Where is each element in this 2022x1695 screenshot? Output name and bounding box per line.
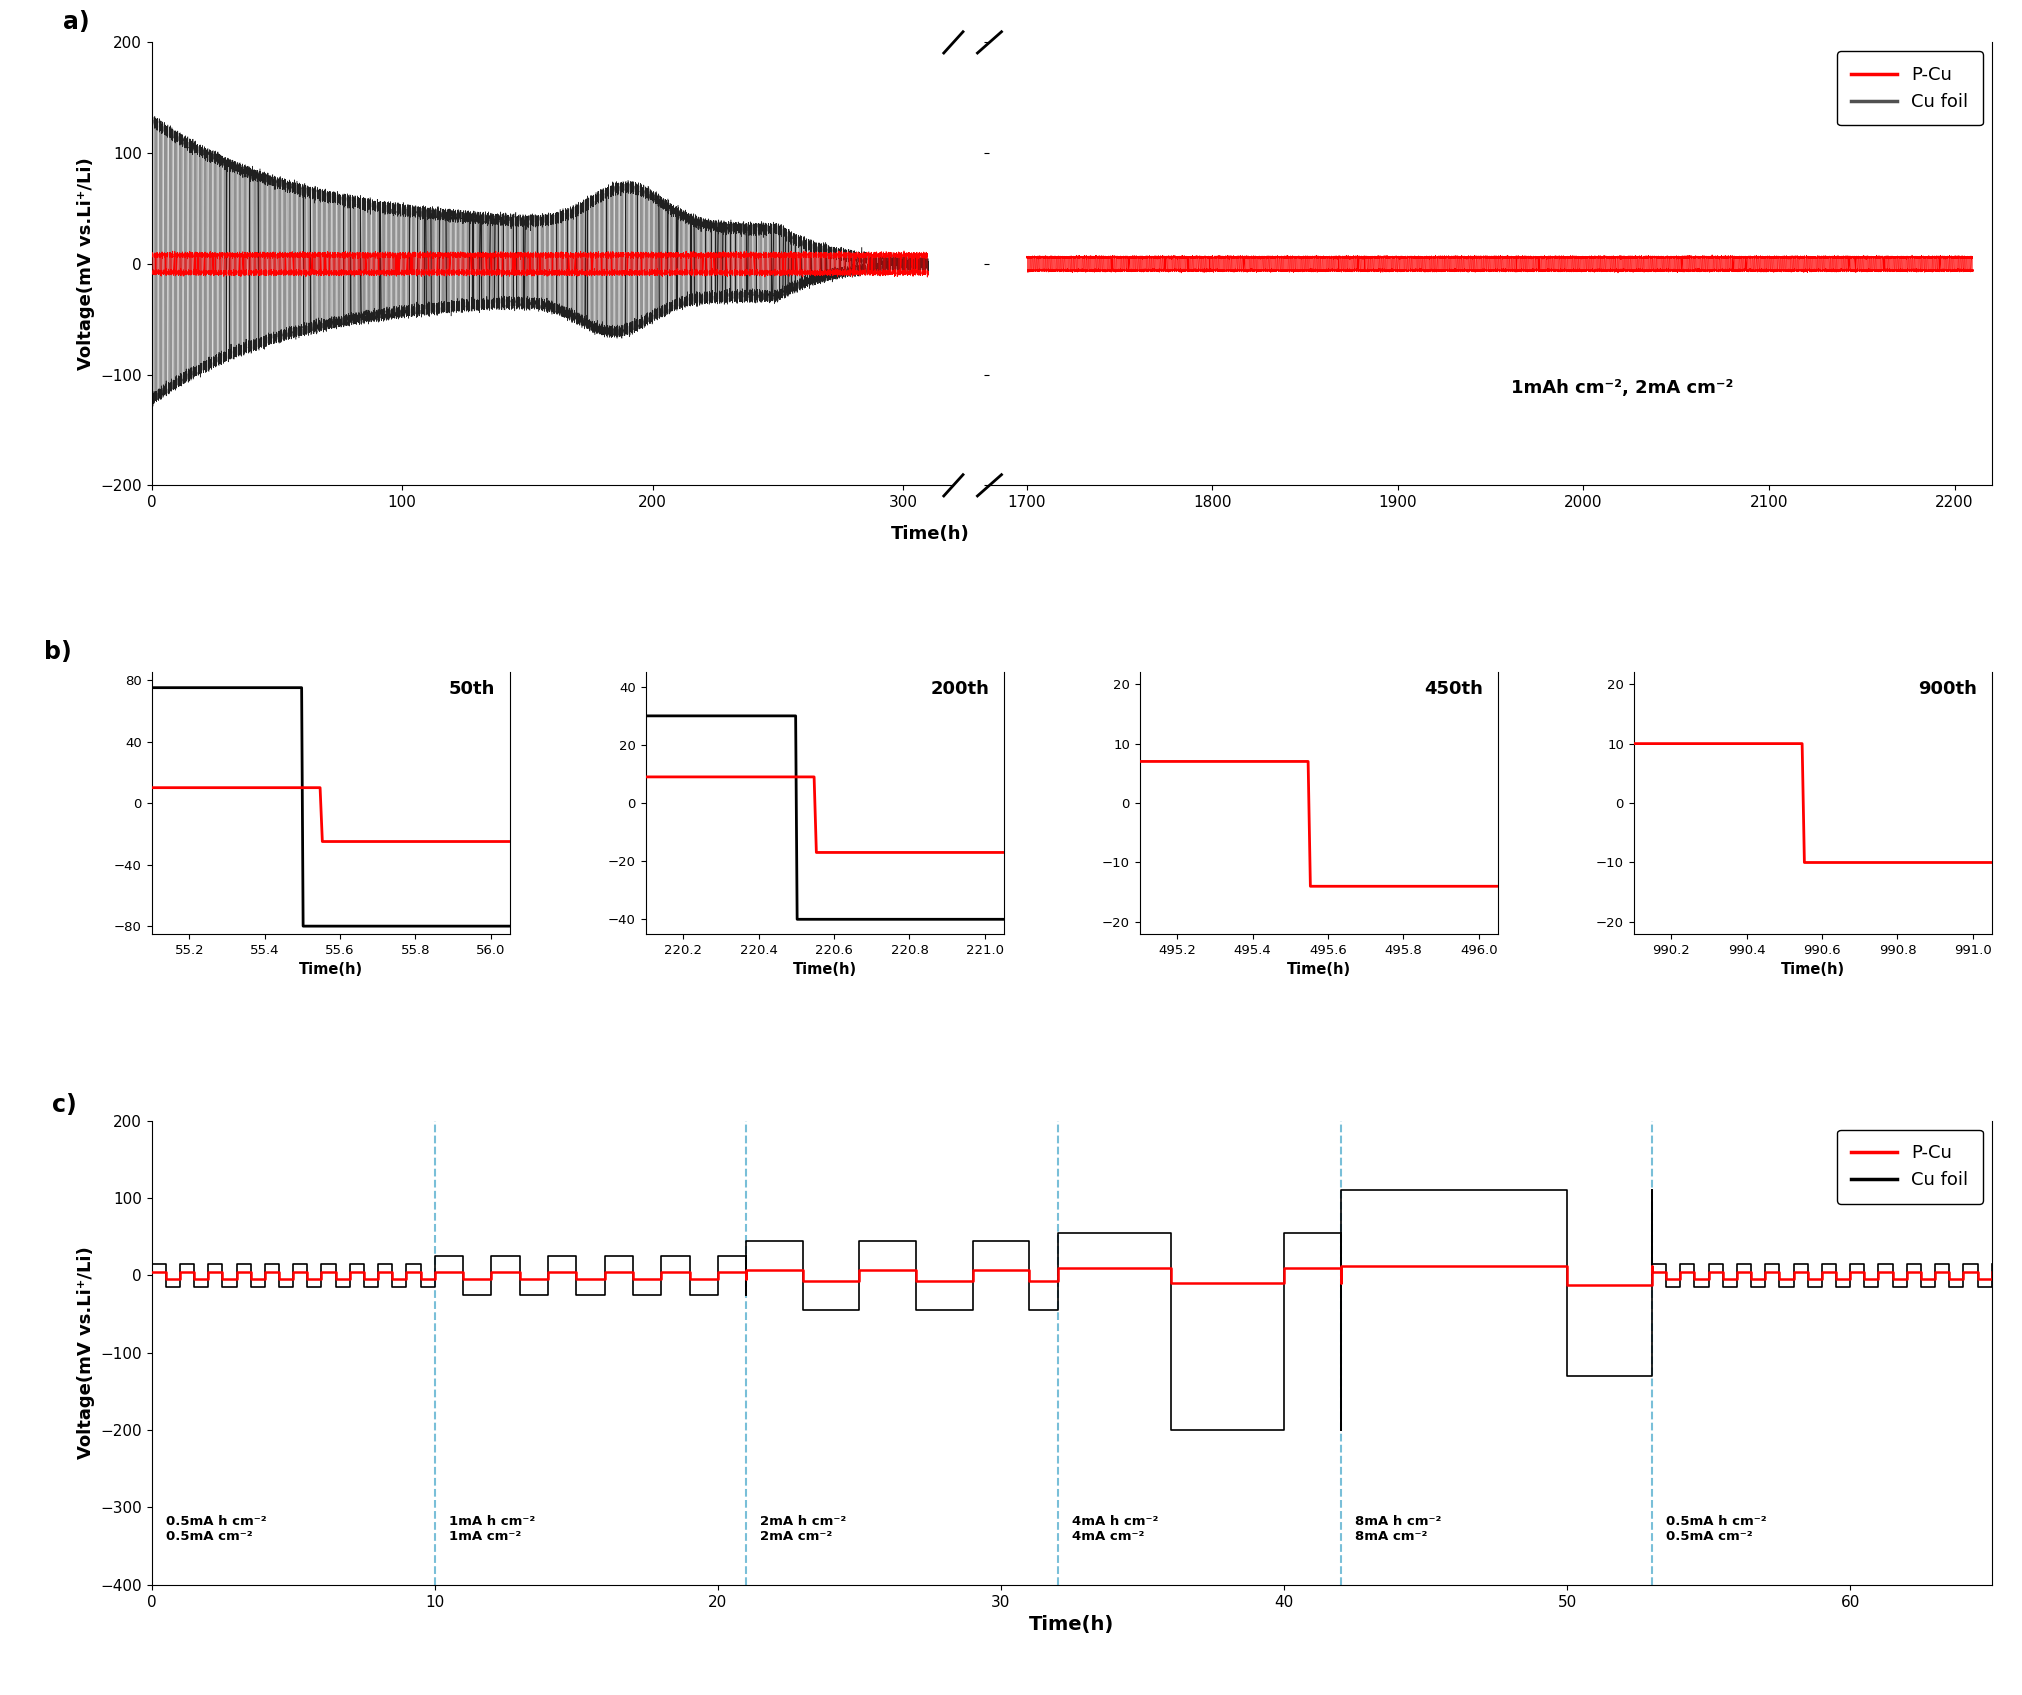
Text: 8mA h cm⁻²
8mA cm⁻²: 8mA h cm⁻² 8mA cm⁻²	[1355, 1515, 1442, 1542]
Y-axis label: Voltage(mV vs.Li⁺/Li): Voltage(mV vs.Li⁺/Li)	[77, 1246, 95, 1459]
X-axis label: Time(h): Time(h)	[1029, 1615, 1114, 1634]
Text: 900th: 900th	[1919, 680, 1978, 698]
Text: 200th: 200th	[930, 680, 989, 698]
Text: 450th: 450th	[1423, 680, 1484, 698]
Text: c): c)	[53, 1093, 77, 1117]
Y-axis label: Voltage(mV vs.Li⁺/Li): Voltage(mV vs.Li⁺/Li)	[77, 158, 95, 370]
Text: b): b)	[44, 641, 73, 664]
X-axis label: Time(h): Time(h)	[1286, 963, 1351, 976]
Text: 1mA h cm⁻²
1mA cm⁻²: 1mA h cm⁻² 1mA cm⁻²	[449, 1515, 536, 1542]
X-axis label: Time(h): Time(h)	[793, 963, 857, 976]
Legend: P-Cu, Cu foil: P-Cu, Cu foil	[1838, 51, 1984, 125]
Text: 0.5mA h cm⁻²
0.5mA cm⁻²: 0.5mA h cm⁻² 0.5mA cm⁻²	[166, 1515, 267, 1542]
Text: 50th: 50th	[449, 680, 495, 698]
Text: 2mA h cm⁻²
2mA cm⁻²: 2mA h cm⁻² 2mA cm⁻²	[760, 1515, 847, 1542]
Text: 0.5mA h cm⁻²
0.5mA cm⁻²: 0.5mA h cm⁻² 0.5mA cm⁻²	[1666, 1515, 1767, 1542]
Text: 4mA h cm⁻²
4mA cm⁻²: 4mA h cm⁻² 4mA cm⁻²	[1072, 1515, 1159, 1542]
Text: 1mAh cm⁻², 2mA cm⁻²: 1mAh cm⁻², 2mA cm⁻²	[1510, 380, 1733, 397]
X-axis label: Time(h): Time(h)	[1781, 963, 1844, 976]
Text: a): a)	[63, 10, 91, 34]
X-axis label: Time(h): Time(h)	[299, 963, 362, 976]
Text: Time(h): Time(h)	[892, 525, 969, 542]
Legend: P-Cu, Cu foil: P-Cu, Cu foil	[1838, 1131, 1984, 1203]
